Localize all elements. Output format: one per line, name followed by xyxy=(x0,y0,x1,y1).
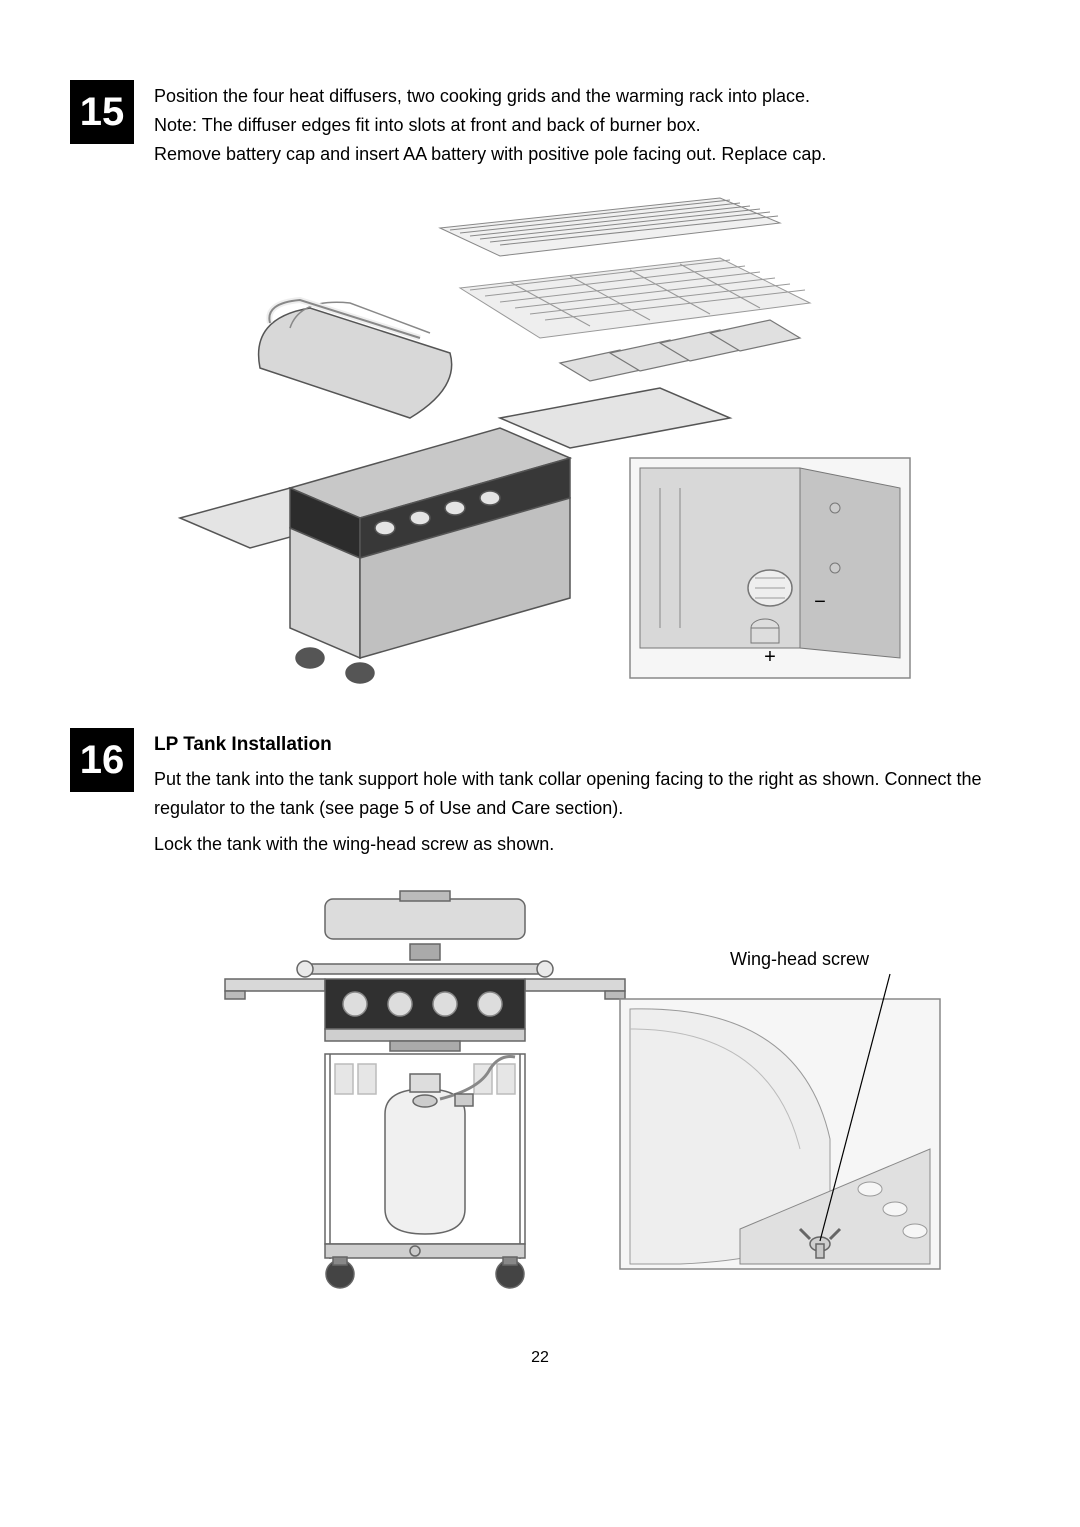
svg-text:+: + xyxy=(764,646,776,668)
step-16: 16 LP Tank Installation Put the tank int… xyxy=(70,728,1010,859)
step-16-heading: LP Tank Installation xyxy=(154,730,1010,760)
step-16-line-1: Put the tank into the tank support hole … xyxy=(154,765,1010,823)
step-15-line-2: Note: The diffuser edges fit into slots … xyxy=(154,111,826,140)
page-number: 22 xyxy=(70,1349,1010,1367)
wing-head-screw-label: Wing-head screw xyxy=(730,949,869,970)
figure-step-16: Wing-head screw xyxy=(120,889,960,1309)
step-15-line-1: Position the four heat diffusers, two co… xyxy=(154,82,826,111)
step-16-line-2: Lock the tank with the wing-head screw a… xyxy=(154,830,1010,859)
step-15: 15 Position the four heat diffusers, two… xyxy=(70,80,1010,168)
step-number-badge: 15 xyxy=(70,80,134,144)
svg-text:−: − xyxy=(814,591,826,613)
step-number-badge: 16 xyxy=(70,728,134,792)
step-15-line-3: Remove battery cap and insert AA battery… xyxy=(154,140,826,169)
grill-exploded-diagram-icon: − + xyxy=(160,188,920,688)
manual-page: 15 Position the four heat diffusers, two… xyxy=(0,0,1080,1407)
step-15-text: Position the four heat diffusers, two co… xyxy=(154,80,826,168)
figure-step-15: − + xyxy=(160,188,920,688)
step-16-text: LP Tank Installation Put the tank into t… xyxy=(154,728,1010,859)
